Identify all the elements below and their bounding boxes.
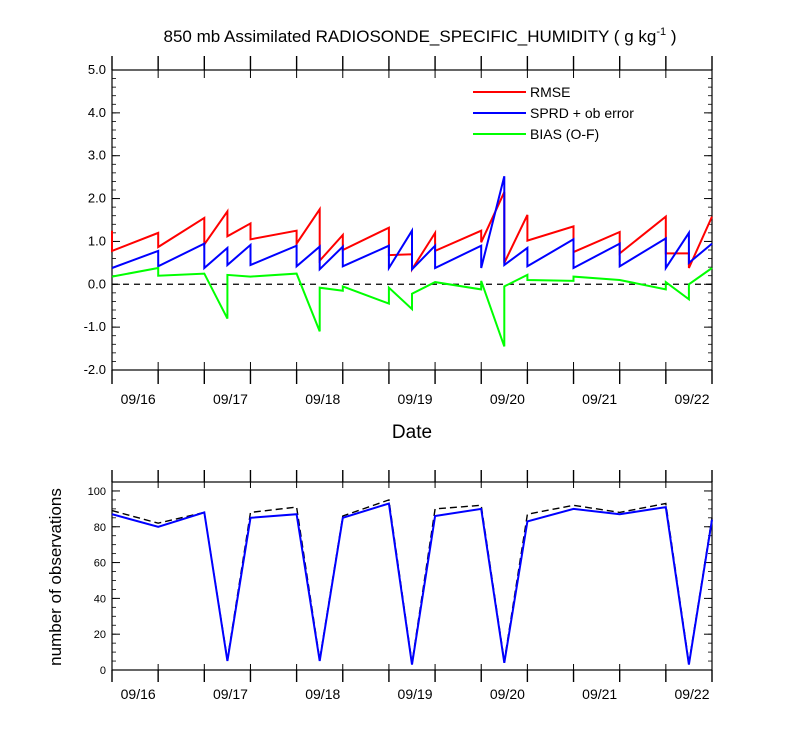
top-y-tick-label: 0.0 [88, 276, 106, 291]
legend: RMSE SPRD + ob error BIAS (O-F) [473, 84, 634, 142]
top-x-tick-label: 09/17 [213, 391, 248, 407]
bottom-y-tick-label: 100 [88, 486, 106, 498]
bottom-x-tick-label: 09/16 [121, 686, 156, 702]
chart-title-main: 850 mb Assimilated RADIOSONDE_SPECIFIC_H… [164, 27, 657, 46]
bottom-series-possible [111, 498, 713, 663]
bottom-y-tick-label: 40 [94, 593, 106, 605]
bottom-y-tick-label: 80 [94, 522, 106, 534]
bottom-plot-frame [111, 481, 713, 671]
top-x-tick-label: 09/22 [674, 391, 709, 407]
top-plot-frame [111, 69, 713, 371]
top-y-tick-label: 4.0 [88, 105, 106, 120]
top-y-tick-label: 3.0 [88, 148, 106, 163]
top-x-tick-label: 09/18 [305, 391, 340, 407]
x-axis-label: Date [392, 422, 432, 443]
top-panel: 5.0 4.0 3.0 2.0 1.0 0.0 -1.0 -2.0 09/16 09/17 09/1… [84, 56, 713, 407]
top-x-tick-label: 09/20 [490, 391, 525, 407]
top-series-bias-o-f [111, 266, 713, 347]
bottom-y-tick-label: 0 [100, 665, 106, 677]
bottom-x-tick-label: 09/22 [674, 686, 709, 702]
y-axis-label-observations: number of observations [46, 488, 65, 666]
chart-title-suffix: ) [666, 27, 676, 46]
top-x-tick-label: 09/21 [582, 391, 617, 407]
legend-label-sprd: SPRD + ob error [530, 105, 634, 121]
bottom-x-tick-label: 09/20 [490, 686, 525, 702]
bottom-x-tick-label: 09/19 [398, 686, 433, 702]
chart-title: 850 mb Assimilated RADIOSONDE_SPECIFIC_H… [164, 26, 677, 46]
top-y-tick-label: -2.0 [84, 362, 106, 377]
bottom-y-tick-label: 60 [94, 558, 106, 570]
chart-title-exponent: -1 [656, 26, 666, 38]
bottom-series-used [111, 502, 713, 665]
top-y-tick-label: 2.0 [88, 191, 106, 206]
bottom-panel: 100 80 60 40 20 0 09/16 09/17 09/18 09/19 09/20 09/… [88, 470, 713, 702]
top-y-tick-label: 1.0 [88, 233, 106, 248]
bottom-x-tick-label: 09/17 [213, 686, 248, 702]
top-x-tick-label: 09/19 [398, 391, 433, 407]
top-x-tick-label: 09/16 [121, 391, 156, 407]
bottom-y-tick-label: 20 [94, 629, 106, 641]
top-series-sprd-ob-error [111, 176, 713, 272]
legend-label-rmse: RMSE [530, 84, 570, 100]
top-y-tick-label: 5.0 [88, 62, 106, 77]
bottom-x-tick-label: 09/21 [582, 686, 617, 702]
legend-label-bias: BIAS (O-F) [530, 126, 599, 142]
top-y-tick-label: -1.0 [84, 319, 106, 334]
bottom-x-tick-label: 09/18 [305, 686, 340, 702]
